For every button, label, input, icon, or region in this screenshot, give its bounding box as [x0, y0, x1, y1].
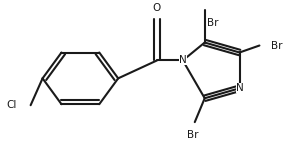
Text: Br: Br: [207, 18, 218, 28]
Text: Br: Br: [187, 130, 198, 140]
Text: Br: Br: [271, 40, 283, 51]
Text: Cl: Cl: [6, 100, 17, 110]
Text: N: N: [179, 55, 187, 65]
Text: N: N: [236, 83, 243, 93]
Text: O: O: [153, 3, 161, 13]
